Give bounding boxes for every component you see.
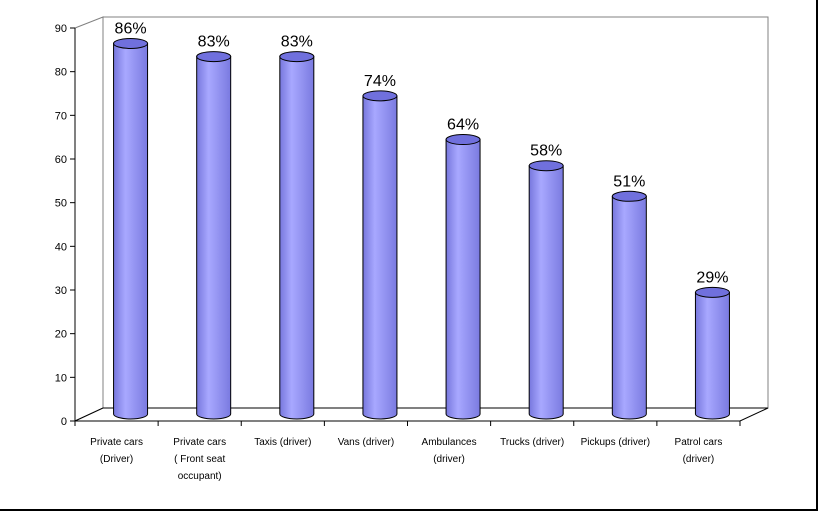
side-wall xyxy=(74,16,104,422)
bar-top xyxy=(362,90,398,102)
y-tick-label: 30 xyxy=(55,285,67,297)
data-label: 29% xyxy=(696,269,728,286)
y-tick-label: 80 xyxy=(55,67,67,79)
bar-body xyxy=(445,139,481,420)
x-category-label: Patrol cars (driver) xyxy=(675,437,723,465)
bar-body xyxy=(196,56,232,420)
floor xyxy=(74,407,769,422)
bar-top xyxy=(279,51,315,63)
y-tick-label: 60 xyxy=(55,154,67,166)
bar xyxy=(279,51,315,420)
bar-body xyxy=(362,95,398,420)
data-label: 83% xyxy=(198,34,230,51)
y-tick-label: 40 xyxy=(55,241,67,253)
bar xyxy=(528,160,564,420)
bar-top xyxy=(694,286,730,298)
y-tick-label: 0 xyxy=(61,416,67,428)
y-tick-label: 50 xyxy=(55,198,67,210)
x-category-label: Ambulances (driver) xyxy=(422,437,477,465)
x-category-label: Taxis (driver) xyxy=(254,437,311,448)
bar-body xyxy=(113,42,149,420)
y-tick-label: 70 xyxy=(55,110,67,122)
data-label: 64% xyxy=(447,117,479,134)
data-label: 74% xyxy=(364,73,396,90)
bar xyxy=(694,286,730,420)
bar xyxy=(196,51,232,420)
bar-top xyxy=(611,190,647,202)
x-category-label: Private cars (Driver) xyxy=(90,437,143,465)
bar-body xyxy=(611,195,647,420)
bar-body xyxy=(528,165,564,420)
x-category-label: Trucks (driver) xyxy=(500,437,564,448)
data-label: 58% xyxy=(530,143,562,160)
x-category-label: Pickups (driver) xyxy=(581,437,650,448)
bar-body xyxy=(279,56,315,420)
bar-top xyxy=(196,51,232,63)
x-category-label: Private cars( Front seat occupant) xyxy=(173,437,226,482)
data-label: 51% xyxy=(613,173,645,190)
data-label: 83% xyxy=(281,34,313,51)
bar-top xyxy=(445,134,481,146)
bar-body xyxy=(694,291,730,420)
bar xyxy=(445,134,481,420)
data-label: 86% xyxy=(115,20,147,37)
y-tick-label: 20 xyxy=(55,329,67,341)
bar xyxy=(113,37,149,420)
y-tick-label: 10 xyxy=(55,372,67,384)
y-tick-label: 90 xyxy=(55,23,67,35)
x-category-label: Vans (driver) xyxy=(338,437,395,448)
bar-top xyxy=(528,160,564,172)
bar-top xyxy=(113,37,149,49)
bar xyxy=(611,190,647,420)
bar xyxy=(362,90,398,420)
